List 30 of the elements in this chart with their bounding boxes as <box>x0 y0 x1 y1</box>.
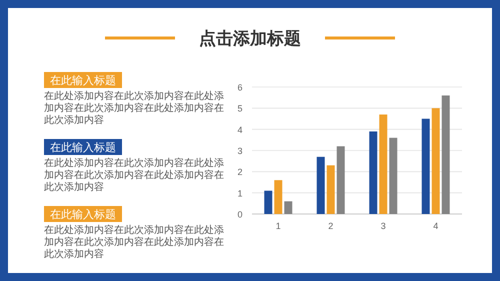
text: 在此输入标题 <box>50 74 116 87</box>
y-tick-label: 2 <box>237 167 243 178</box>
bar <box>432 108 440 214</box>
text: 在此处添加内容在此次添加内容在此处添加内容在此次添加内容在此处添加内容在此次添加内容 <box>44 90 224 126</box>
bar <box>316 156 325 214</box>
bar <box>369 131 378 214</box>
bar <box>326 165 335 214</box>
text: 在此处添加内容在此次添加内容在此处添加内容在此次添加内容在此处添加内容在此次添加内容 <box>44 157 224 193</box>
bar <box>284 201 292 214</box>
bar <box>274 180 282 214</box>
chart-title: 点击添加标题 <box>199 29 301 48</box>
y-tick-label: 3 <box>237 146 243 156</box>
bar <box>422 118 430 214</box>
y-tick-label: 4 <box>237 124 243 135</box>
y-tick-label: 6 <box>237 82 243 92</box>
y-tick-label: 1 <box>237 188 243 198</box>
x-tick-label: 1 <box>276 221 281 231</box>
text: 在此输入标题 <box>50 208 116 221</box>
x-tick-label: 2 <box>328 221 334 231</box>
x-tick-label: 3 <box>380 221 386 231</box>
x-tick-label: 4 <box>433 221 438 231</box>
bar <box>336 146 345 214</box>
text: 在此处添加内容在此次添加内容在此处添加内容在此次添加内容在此处添加内容在此次添加内容 <box>44 224 224 260</box>
bar <box>379 114 388 214</box>
text: 在此输入标题 <box>50 141 116 154</box>
y-tick-label: 0 <box>237 210 243 220</box>
bar <box>264 190 272 214</box>
bar <box>389 138 398 214</box>
bar <box>442 95 450 214</box>
y-tick-label: 5 <box>237 104 243 114</box>
